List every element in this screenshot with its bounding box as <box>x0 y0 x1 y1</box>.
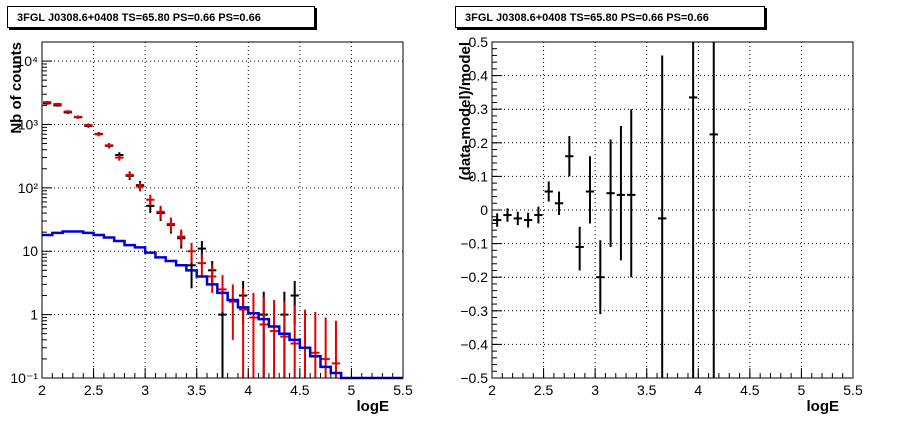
y-tick-label: 0.1 <box>469 168 489 184</box>
y-tick-label: 10² <box>18 180 39 196</box>
y-tick-label: 0 <box>480 202 488 218</box>
model-step-line <box>42 230 403 380</box>
x-tick-label: 3.5 <box>187 382 207 398</box>
x-tick-label: 5 <box>798 382 806 398</box>
y-tick-label: 10⁻¹ <box>10 370 38 386</box>
x-tick-label: 2 <box>488 382 496 398</box>
x-tick-label: 2.5 <box>534 382 554 398</box>
y-tick-label: 0.5 <box>469 34 489 50</box>
y-tick-label: 10³ <box>18 116 39 132</box>
y-tick-label: −0.2 <box>460 269 488 285</box>
x-tick-label: 3 <box>141 382 149 398</box>
x-tick-label: 3.5 <box>637 382 657 398</box>
y-tick-label: 0.2 <box>469 135 489 151</box>
y-tick-label: 10⁴ <box>16 53 38 69</box>
counts-panel: 2 2.5 3 3.5 4 4.5 5 5.5 10⁻¹ 1 10 10² 10³ 10⁴ logE Nb o… <box>8 41 413 415</box>
x-tick-label: 4.5 <box>290 382 310 398</box>
x-tick-label: 2 <box>38 382 46 398</box>
x-tick-label: 5.5 <box>843 382 863 398</box>
y-axis-label: (data-model)/model <box>457 42 474 180</box>
counts-panel-title: 3FGL J0308.6+0408 TS=65.80 PS=0.66 PS=0.… <box>7 6 315 28</box>
y-tick-label: −0.4 <box>460 336 488 352</box>
x-tick-label: 4 <box>694 382 702 398</box>
x-axis-label: logE <box>357 398 390 415</box>
plot-frame <box>491 41 854 379</box>
x-axis-label: logE <box>807 398 840 415</box>
x-tick-label: 4.5 <box>740 382 760 398</box>
x-tick-label: 2.5 <box>84 382 104 398</box>
y-tick-label: −0.5 <box>460 370 488 386</box>
x-tick-label: 4 <box>244 382 252 398</box>
residuals-panel-title: 3FGL J0308.6+0408 TS=65.80 PS=0.66 PS=0.… <box>455 6 765 28</box>
y-tick-label: 10 <box>22 243 38 259</box>
plot-frame <box>41 41 404 379</box>
y-tick-label: 0.3 <box>469 101 489 117</box>
y-tick-label: −0.1 <box>460 236 488 252</box>
y-tick-label: 0.4 <box>469 68 489 84</box>
y-tick-label: 1 <box>30 307 38 323</box>
residuals-panel: 2 2.5 3 3.5 4 4.5 5 5.5 −0.5 −0.4 −0.3 −0.2 −0.1 0 0.1… <box>457 34 863 415</box>
x-tick-label: 3 <box>591 382 599 398</box>
x-tick-label: 5.5 <box>393 382 413 398</box>
y-axis-label: Nb of counts <box>8 42 25 134</box>
x-tick-label: 5 <box>348 382 356 398</box>
y-tick-label: −0.3 <box>460 303 488 319</box>
